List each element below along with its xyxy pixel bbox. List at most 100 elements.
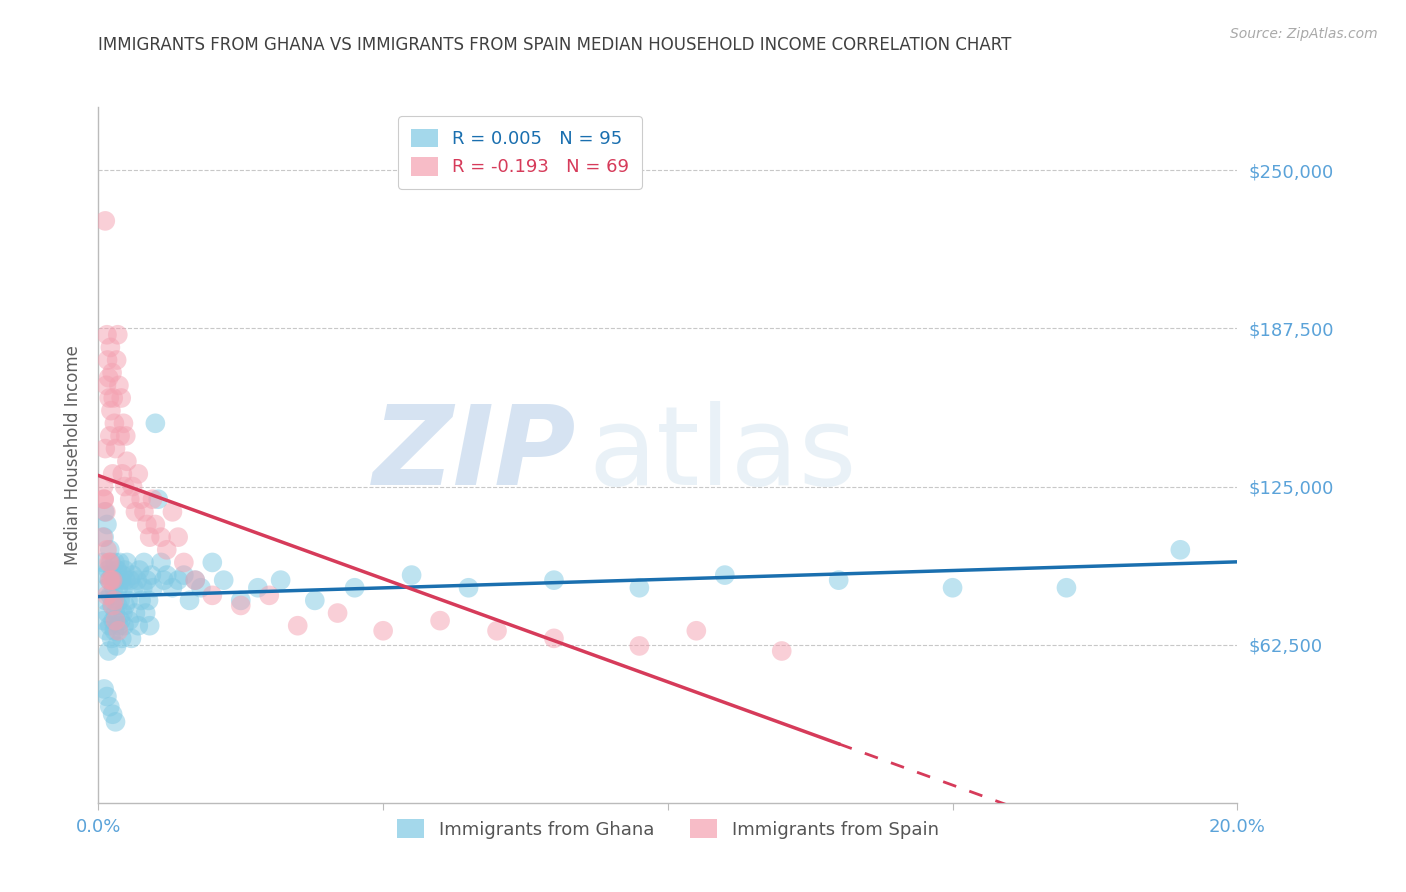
Point [103,593,125,607]
Point [107,581,129,595]
Point [132,556,155,570]
Point [486,624,509,638]
Point [129,593,152,607]
Point [105,639,128,653]
Point [110,614,132,628]
Point [138,530,160,544]
Point [138,593,160,607]
Point [270,573,292,587]
Point [162,505,184,519]
Point [112,581,135,595]
Point [714,568,737,582]
Point [108,556,131,570]
Point [100,588,122,602]
Point [98,542,121,557]
Point [128,563,150,577]
Point [94,593,117,607]
Point [153,573,176,587]
Point [304,593,326,607]
Point [127,573,149,587]
Point [97,370,120,384]
Text: Source: ZipAtlas.com: Source: ZipAtlas.com [1230,27,1378,41]
Point [98,618,121,632]
Point [93,479,115,493]
Point [101,573,124,587]
Point [543,632,565,646]
Point [114,479,136,493]
Point [94,568,117,582]
Point [96,588,118,602]
Point [103,581,125,595]
Point [173,568,195,582]
Point [173,556,195,570]
Point [101,366,124,380]
Point [104,556,127,570]
Point [115,454,138,468]
Point [326,606,349,620]
Point [828,573,851,587]
Point [96,581,118,595]
Point [167,530,190,544]
Point [111,606,134,620]
Point [98,573,121,587]
Point [114,429,136,443]
Point [229,599,252,613]
Point [96,542,118,557]
Point [120,573,142,587]
Point [96,353,118,368]
Point [201,588,224,602]
Y-axis label: Median Household Income: Median Household Income [65,345,83,565]
Point [190,581,212,595]
Point [110,391,132,405]
Point [127,467,149,481]
Point [150,556,173,570]
Point [103,624,125,638]
Point [91,530,114,544]
Point [103,391,125,405]
Point [114,563,136,577]
Point [429,614,451,628]
Point [91,556,114,570]
Point [97,563,120,577]
Point [93,614,115,628]
Point [132,505,155,519]
Point [98,573,121,587]
Point [184,573,207,587]
Point [94,442,117,456]
Point [98,556,121,570]
Point [101,467,124,481]
Point [121,479,143,493]
Point [942,581,965,595]
Point [98,699,121,714]
Point [685,624,707,638]
Point [127,618,149,632]
Point [179,593,201,607]
Point [98,429,121,443]
Point [156,542,179,557]
Point [93,492,115,507]
Point [100,340,122,354]
Point [107,327,129,342]
Point [104,714,127,729]
Point [108,593,131,607]
Point [124,606,146,620]
Point [246,581,269,595]
Point [287,618,309,632]
Point [135,606,157,620]
Point [112,618,135,632]
Point [111,568,134,582]
Point [229,593,252,607]
Point [373,624,395,638]
Point [94,505,117,519]
Point [145,417,167,431]
Point [121,568,143,582]
Point [93,505,115,519]
Text: atlas: atlas [588,401,856,508]
Point [108,429,131,443]
Point [184,573,207,587]
Point [96,378,118,392]
Point [148,492,170,507]
Point [259,588,281,602]
Point [104,606,127,620]
Point [141,492,163,507]
